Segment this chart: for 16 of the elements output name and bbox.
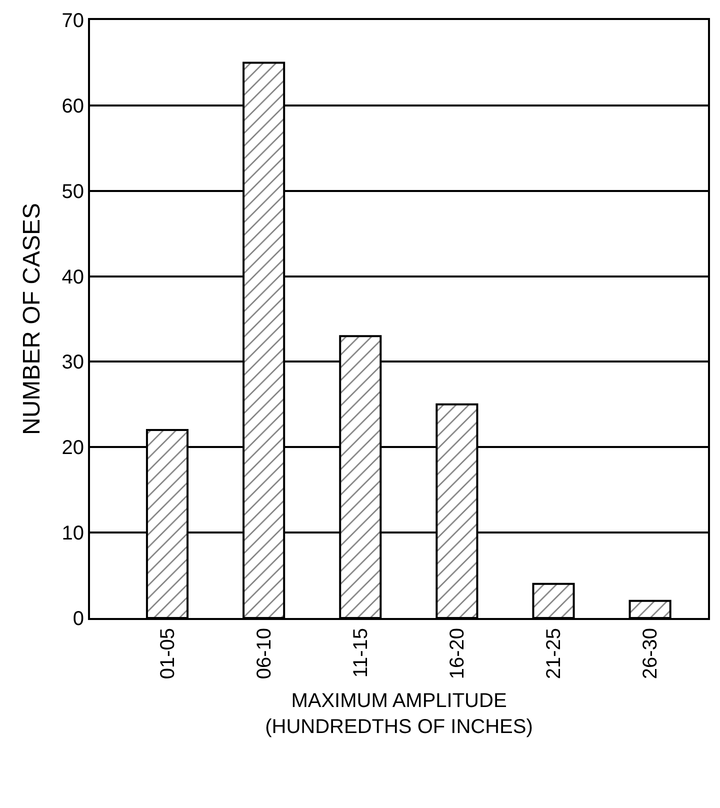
y-tick-label: 40: [62, 266, 84, 288]
y-tick-label: 10: [62, 522, 84, 545]
x-tick-label: 16-20: [446, 628, 468, 680]
y-tick-label: 70: [62, 10, 84, 32]
y-tick-label: 20: [62, 437, 84, 460]
y-tick-label: 30: [62, 352, 84, 374]
x-tick-label: 01-05: [156, 628, 179, 680]
x-tick-label: 21-25: [543, 628, 565, 680]
y-tick-label: 50: [62, 180, 84, 203]
y-axis-title: NUMBER OF CASES: [18, 202, 46, 436]
x-tick-label: 06-10: [253, 628, 276, 680]
x-tick-label: 26-30: [640, 628, 662, 680]
x-tick-label: 11-15: [350, 628, 372, 678]
y-tick-label: 60: [62, 95, 84, 118]
x-axis-title: MAXIMUM AMPLITUDE (HUNDREDTHS OF INCHES): [265, 690, 533, 738]
y-tick-label: 0: [72, 608, 84, 630]
